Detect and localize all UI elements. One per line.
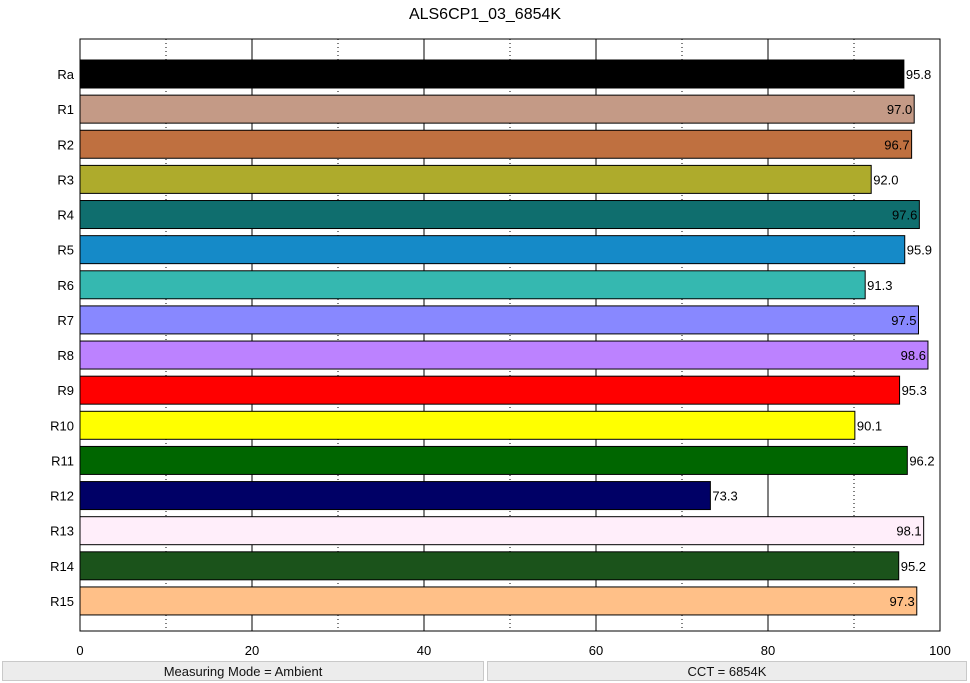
bar-r2	[79, 129, 913, 159]
bar-value-label: 98.1	[896, 524, 921, 539]
bar-chart: 95.8 97.0 96.7 92.0 97.6 95.9 91.3 97.5 98.6 95.3…	[50, 38, 951, 658]
bar-r13	[79, 516, 925, 546]
y-tick-label: R7	[57, 313, 74, 328]
y-tick-label: R15	[50, 594, 74, 609]
y-tick-label: R13	[50, 524, 74, 539]
x-tick-label: 60	[589, 643, 603, 658]
x-tick-label: 40	[417, 643, 431, 658]
bars	[79, 59, 929, 616]
y-tick-label: R1	[57, 102, 74, 117]
plot-frame	[79, 38, 941, 632]
y-tick-label: Ra	[57, 67, 74, 82]
y-tick-label: R9	[57, 383, 74, 398]
chart-title: ALS6CP1_03_6854K	[408, 6, 562, 23]
bar-r6	[79, 270, 866, 300]
bar-r5	[79, 235, 906, 265]
bar-value-label: 97.0	[887, 102, 912, 117]
bar-r4	[79, 200, 920, 230]
y-tick-label: R14	[50, 559, 74, 574]
bar-value-label: 97.5	[891, 313, 916, 328]
bar-r10	[79, 410, 856, 440]
bar-r11	[79, 445, 908, 475]
bar-value-label: 92.0	[873, 172, 898, 187]
y-tick-label: R5	[57, 243, 74, 258]
bar-r3	[79, 164, 872, 194]
bar-r9	[79, 375, 901, 405]
x-tick-label: 20	[245, 643, 259, 658]
bar-r12	[79, 481, 711, 511]
x-tick-labels: 0 20 40 60 80 100	[76, 643, 950, 658]
bar-value-label: 97.3	[889, 594, 914, 609]
bar-value-label: 96.7	[884, 137, 909, 152]
bar-value-label: 97.6	[892, 208, 917, 223]
bar-value-label: 95.2	[901, 559, 926, 574]
bar-value-label: 91.3	[867, 278, 892, 293]
bar-value-label: 95.9	[907, 243, 932, 258]
y-tick-labels: Ra R1 R2 R3 R4 R5 R6 R7 R8 R9 R10 R11 R12 R13 R14 R15	[50, 67, 75, 609]
bar-value-label: 90.1	[857, 418, 882, 433]
bar-value-label: 73.3	[712, 489, 737, 504]
cct-status: CCT = 6854K	[487, 661, 967, 681]
y-tick-label: R12	[50, 489, 74, 504]
bar-value-labels: 95.8 97.0 96.7 92.0 97.6 95.9 91.3 97.5 98.6 95.3…	[712, 67, 934, 609]
x-tick-label: 80	[761, 643, 775, 658]
bar-value-label: 95.8	[906, 67, 931, 82]
y-tick-label: R4	[57, 208, 74, 223]
y-tick-label: R8	[57, 348, 74, 363]
measuring-mode-status: Measuring Mode = Ambient	[2, 661, 484, 681]
bar-value-label: 95.3	[902, 383, 927, 398]
y-tick-label: R6	[57, 278, 74, 293]
bar-ra	[79, 59, 905, 89]
x-tick-label: 100	[929, 643, 951, 658]
bar-r14	[79, 551, 900, 581]
y-tick-label: R2	[57, 137, 74, 152]
y-tick-label: R11	[51, 453, 74, 468]
bar-value-label: 98.6	[901, 348, 926, 363]
bar-r8	[79, 340, 929, 370]
y-tick-label: R3	[57, 172, 74, 187]
bar-r1	[79, 94, 915, 124]
bar-r7	[79, 305, 919, 335]
bar-value-label: 96.2	[909, 453, 934, 468]
bar-r15	[79, 586, 918, 616]
x-tick-label: 0	[76, 643, 83, 658]
y-tick-label: R10	[50, 418, 74, 433]
